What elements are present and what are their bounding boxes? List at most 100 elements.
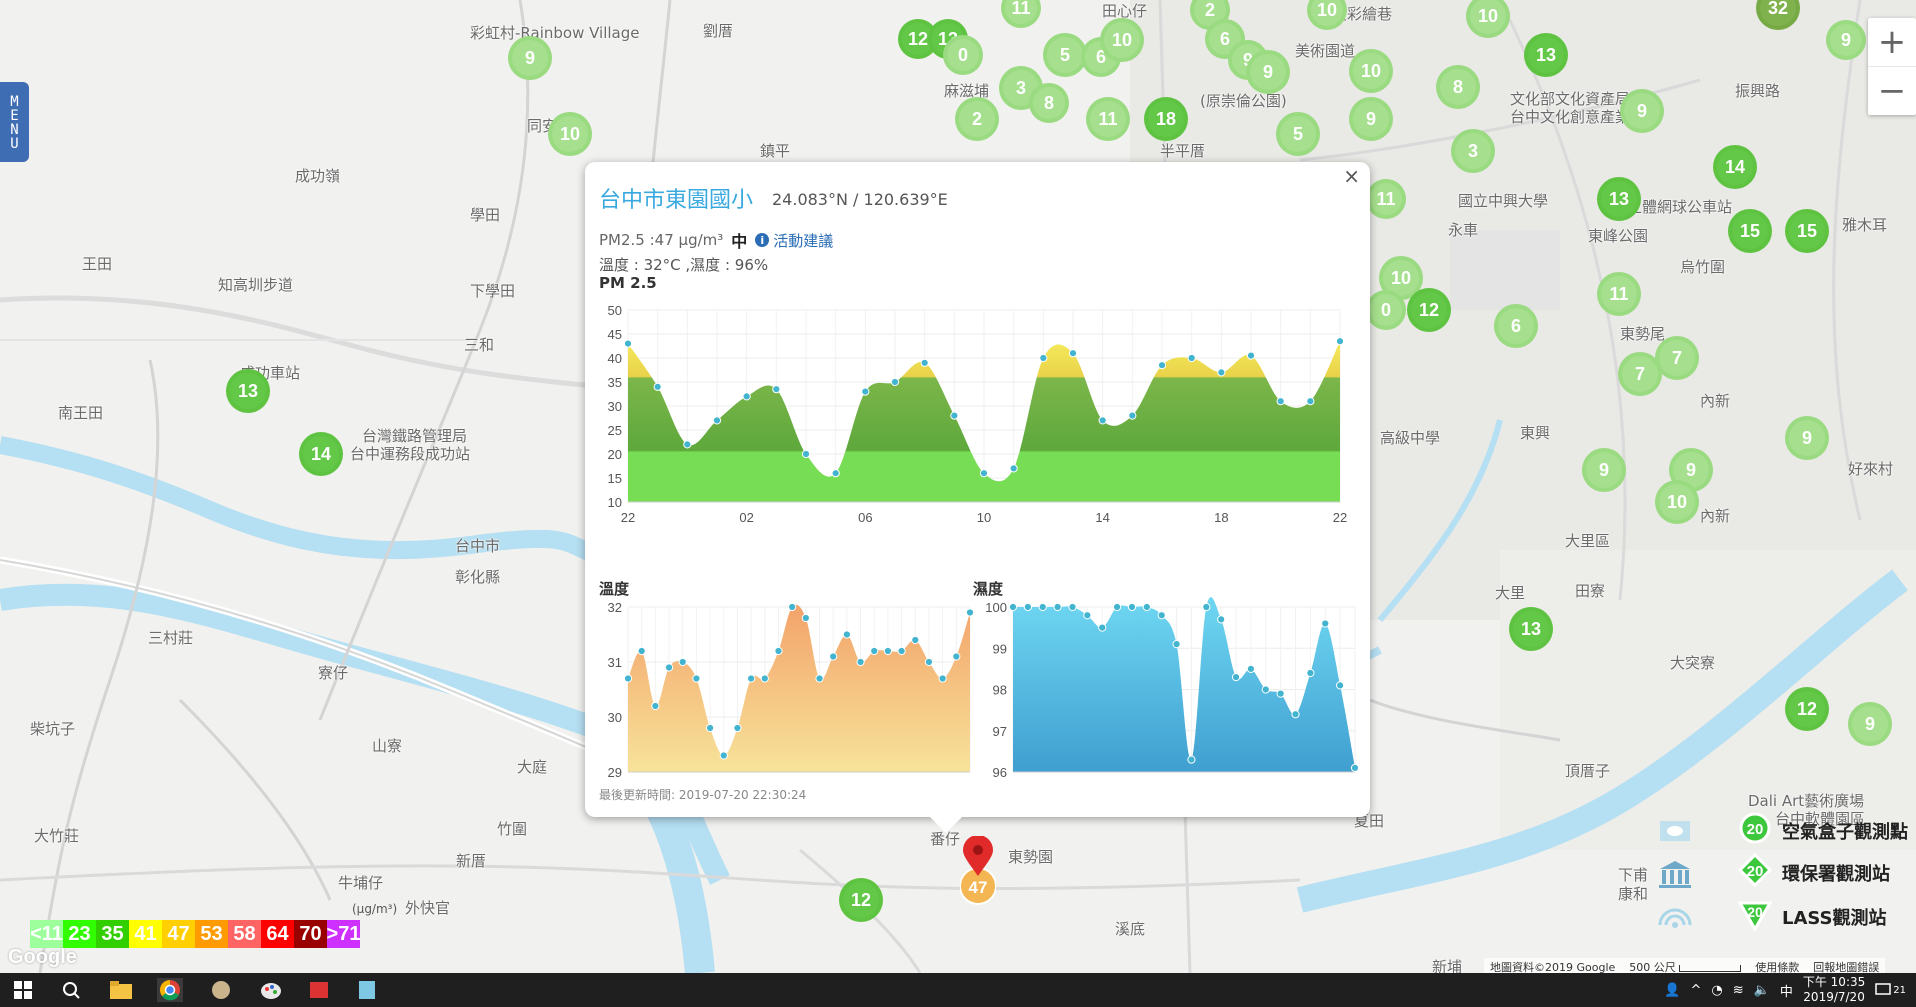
station-cluster[interactable]: 7 bbox=[1618, 352, 1662, 396]
wifi-icon[interactable]: ≋ bbox=[1732, 982, 1744, 998]
station-cluster[interactable]: 9 bbox=[508, 36, 552, 80]
place-label-dingcuozi: 頂厝子 bbox=[1565, 762, 1611, 780]
menu-button[interactable]: MENU bbox=[0, 82, 29, 162]
activity-advice-link[interactable]: i 活動建議 bbox=[755, 230, 833, 251]
zoom-out-button[interactable]: − bbox=[1868, 66, 1916, 115]
station-cluster[interactable]: 5 bbox=[1276, 112, 1320, 156]
data-point bbox=[651, 701, 660, 711]
y-tick-label: 50 bbox=[608, 303, 622, 318]
data-point bbox=[1217, 368, 1226, 377]
legend-epa[interactable]: 20 環保署觀測站 bbox=[1650, 852, 1890, 891]
data-point bbox=[692, 674, 701, 683]
station-cluster[interactable]: 9 bbox=[1785, 416, 1829, 460]
data-point bbox=[1023, 602, 1032, 612]
humidity-chart-title: 濕度 bbox=[973, 580, 1004, 598]
people-icon[interactable]: 👤 bbox=[1664, 982, 1681, 998]
x-tick-label: 18 bbox=[1214, 510, 1228, 525]
data-point bbox=[1291, 710, 1300, 719]
station-cluster[interactable]: 10 bbox=[1307, 0, 1347, 30]
station-cluster[interactable]: 8 bbox=[1436, 65, 1480, 109]
data-point bbox=[705, 723, 715, 733]
station-cluster[interactable]: 11 bbox=[1597, 272, 1641, 316]
app-icon-red[interactable] bbox=[306, 978, 332, 1002]
station-cluster[interactable]: 8 bbox=[1029, 83, 1069, 123]
data-point bbox=[1053, 602, 1062, 612]
station-cluster[interactable]: 14 bbox=[299, 432, 343, 476]
pm-summary: PM2.5 :47 μg/m³ 中 i 活動建議 bbox=[599, 228, 833, 252]
search-icon[interactable] bbox=[58, 978, 84, 1002]
station-cluster[interactable]: 6 bbox=[1494, 304, 1538, 348]
terms-link[interactable]: 使用條款 bbox=[1755, 961, 1800, 974]
station-cluster[interactable]: 0 bbox=[1366, 290, 1406, 330]
map-scale: 500 公尺 bbox=[1629, 959, 1742, 975]
file-explorer-icon[interactable] bbox=[108, 978, 134, 1002]
temperature-chart: 29 30 31 32 bbox=[608, 600, 975, 777]
place-label-liaozai: 寮仔 bbox=[318, 664, 349, 682]
clock[interactable]: 下午 10:35 2019/7/20 bbox=[1803, 975, 1865, 1005]
data-point bbox=[1217, 615, 1226, 624]
selected-station-pin[interactable]: 47 bbox=[959, 835, 997, 914]
station-cluster[interactable]: 13 bbox=[1509, 607, 1553, 651]
ime-indicator[interactable]: 中 bbox=[1779, 984, 1793, 1000]
station-cluster[interactable]: 14 bbox=[1713, 145, 1757, 189]
notepad-icon[interactable] bbox=[354, 978, 380, 1002]
y-tick-label: 100 bbox=[985, 600, 1007, 615]
station-cluster[interactable]: 13 bbox=[1524, 33, 1568, 77]
close-button[interactable]: × bbox=[1343, 164, 1360, 188]
station-cluster[interactable]: 9 bbox=[1349, 97, 1393, 141]
station-cluster[interactable]: 12 bbox=[1407, 288, 1451, 332]
station-cluster[interactable]: 13 bbox=[226, 369, 270, 413]
legend-level: <11 bbox=[30, 920, 63, 948]
zoom-in-button[interactable]: + bbox=[1877, 22, 1907, 62]
place-label-dongfeng: 東峰公園 bbox=[1588, 227, 1649, 245]
station-cluster[interactable]: 0 bbox=[943, 35, 983, 75]
station-cluster[interactable]: 2 bbox=[955, 97, 999, 141]
x-tick-label: 02 bbox=[739, 510, 753, 525]
legend-lass[interactable]: 20 LASS觀測站 bbox=[1650, 901, 1887, 935]
station-cluster[interactable]: 10 bbox=[1466, 0, 1510, 38]
google-logo: Google bbox=[8, 946, 77, 968]
station-cluster[interactable]: 11 bbox=[1001, 0, 1041, 28]
station-cluster[interactable]: 11 bbox=[1366, 179, 1406, 219]
station-cluster[interactable]: 9 bbox=[1848, 702, 1892, 746]
report-error-link[interactable]: 回報地圖錯誤 bbox=[1813, 961, 1880, 974]
station-cluster[interactable]: 12 bbox=[839, 878, 883, 922]
network-icon[interactable]: ◔ bbox=[1711, 982, 1723, 998]
station-cluster[interactable]: 9 bbox=[1620, 89, 1664, 133]
station-cluster[interactable]: 9 bbox=[1582, 448, 1626, 492]
volume-icon[interactable]: 🔈 bbox=[1753, 982, 1770, 998]
station-cluster[interactable]: 6 bbox=[1205, 19, 1245, 59]
station-cluster[interactable]: 13 bbox=[1597, 177, 1641, 221]
data-point bbox=[1009, 464, 1018, 473]
legend-level: 23 bbox=[63, 920, 96, 948]
station-cluster[interactable]: 15 bbox=[1785, 209, 1829, 253]
chevron-up-icon[interactable]: ^ bbox=[1690, 982, 1702, 998]
station-cluster[interactable]: 11 bbox=[1086, 97, 1130, 141]
app-icon-1[interactable] bbox=[208, 978, 234, 1002]
station-cluster[interactable]: 10 bbox=[1349, 49, 1393, 93]
legend-airbox[interactable]: 20 空氣盒子觀測點 bbox=[1650, 812, 1908, 849]
windows-start-icon[interactable] bbox=[10, 978, 36, 1002]
station-name: 台中市東園國小 bbox=[599, 188, 754, 213]
place-label-haolaicun: 好來村 bbox=[1848, 460, 1894, 478]
chrome-icon[interactable] bbox=[157, 978, 183, 1002]
station-cluster[interactable]: 15 bbox=[1728, 209, 1772, 253]
place-label-xuetian: 學田 bbox=[470, 206, 501, 224]
place-label-sancun: 三村莊 bbox=[148, 629, 194, 647]
y-tick-label: 10 bbox=[608, 495, 622, 510]
place-label-chaikengzi: 柴坑子 bbox=[30, 720, 76, 738]
data-point bbox=[772, 385, 781, 394]
station-cluster[interactable]: 18 bbox=[1144, 97, 1188, 141]
station-cluster[interactable]: 10 bbox=[1655, 480, 1699, 524]
station-cluster[interactable]: 12 bbox=[1785, 687, 1829, 731]
station-cluster[interactable]: 10 bbox=[548, 112, 592, 156]
station-cluster[interactable]: 9 bbox=[1246, 50, 1290, 94]
station-cluster[interactable]: 7 bbox=[1655, 336, 1699, 380]
station-cluster[interactable]: 3 bbox=[1451, 129, 1495, 173]
station-cluster[interactable]: 9 bbox=[1826, 20, 1866, 60]
notification-icon[interactable]: 21 bbox=[1875, 983, 1906, 997]
station-cluster[interactable]: 10 bbox=[1100, 18, 1144, 62]
paint-icon[interactable] bbox=[258, 978, 284, 1002]
data-point bbox=[890, 377, 900, 387]
place-label-neixin: 內新 bbox=[1700, 392, 1731, 410]
